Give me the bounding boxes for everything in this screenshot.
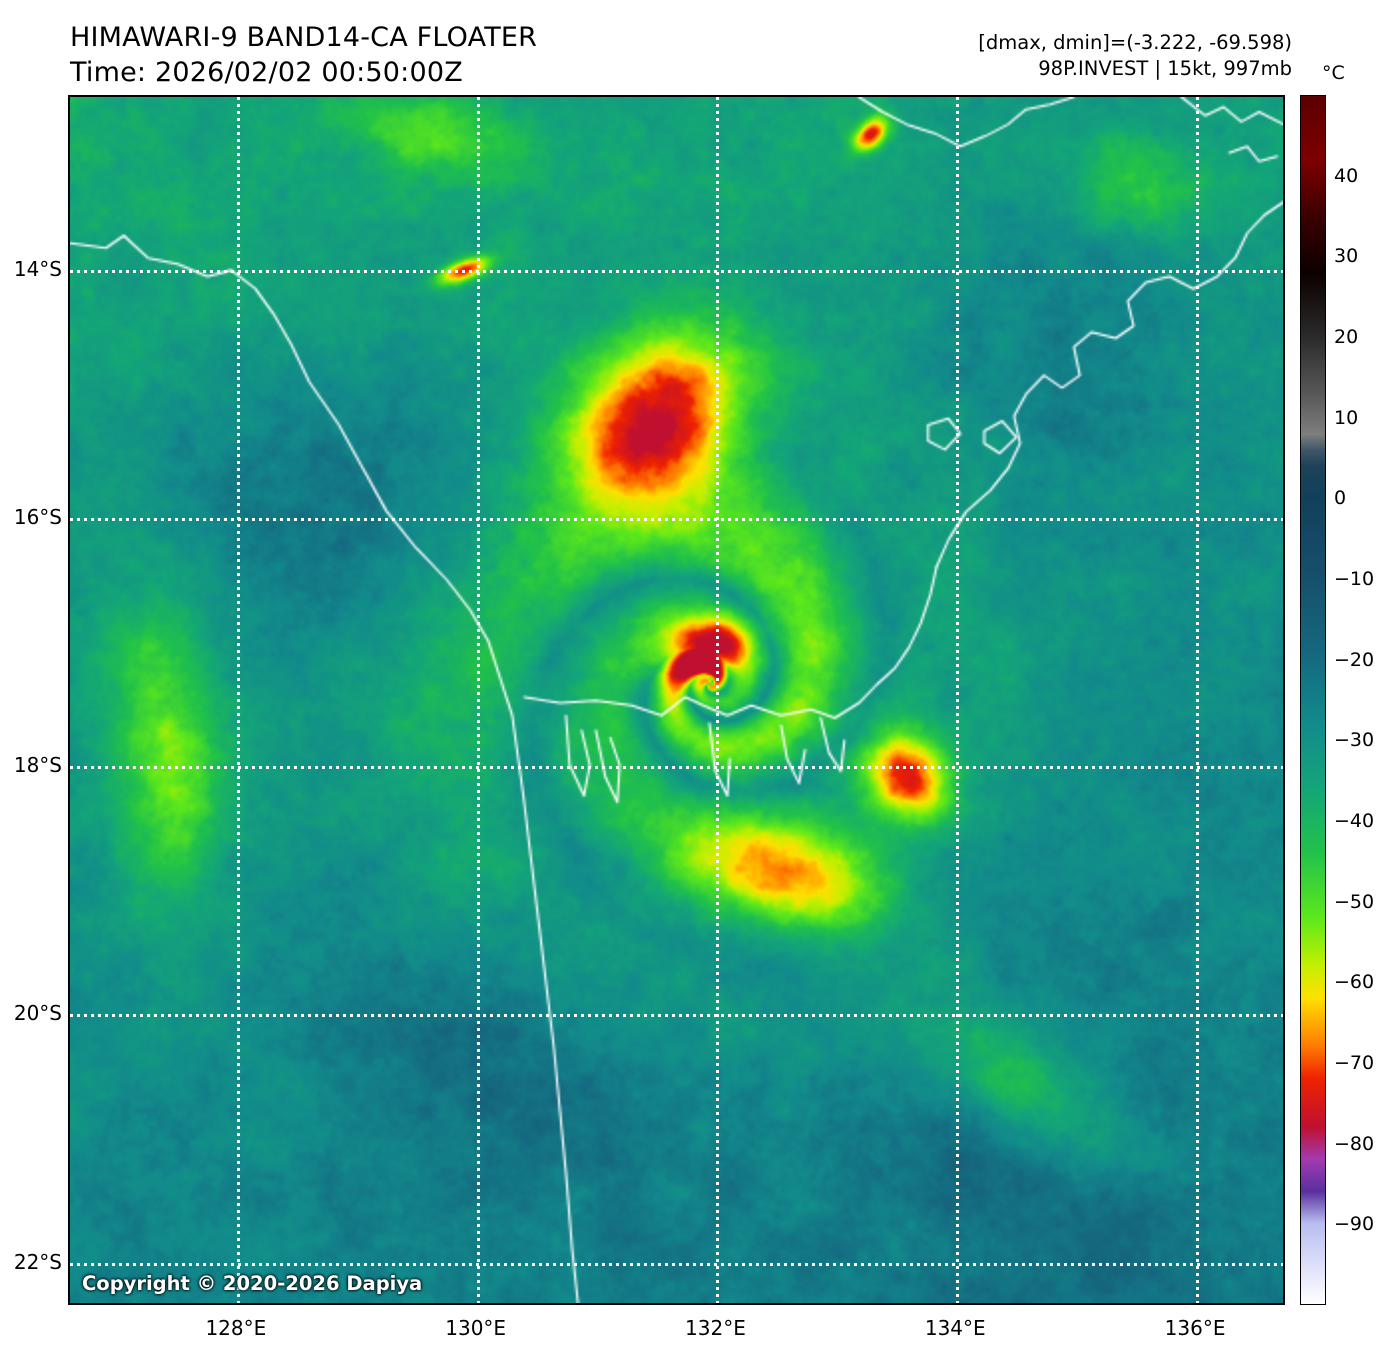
colorbar-tick-label-7: −30 [1334,729,1375,752]
copyright-label: Copyright © 2020-2026 Dapiya [82,1272,423,1295]
storm-info-label: 98P.INVEST | 15kt, 997mb [1038,56,1292,80]
colorbar-tick-label-8: −40 [1334,810,1375,832]
colorbar-tick-label-6: −20 [1334,648,1375,671]
timestamp-label: Time: 2026/02/02 00:50:00Z [70,57,463,89]
latitude-tick-label-3: 20°S [13,1001,62,1026]
colorbar-tick-label-0: 40 [1334,164,1359,187]
colorbar-tick-label-3: 10 [1334,406,1359,429]
latitude-tick-label-4: 22°S [13,1249,62,1274]
colorbar-unit-label: °C [1322,62,1345,84]
temperature-colorbar[interactable] [1300,95,1326,1305]
page-title: HIMAWARI-9 BAND14-CA FLOATER [70,22,538,53]
colorbar-gradient [1301,96,1325,1304]
colorbar-tick-label-10: −60 [1334,971,1375,994]
colorbar-tick-label-11: −70 [1334,1052,1375,1074]
colorbar-tick-label-12: −80 [1334,1132,1375,1155]
satellite-imagery-canvas [70,97,1283,1303]
latitude-tick-label-2: 18°S [13,753,62,778]
title-block: HIMAWARI-9 BAND14-CA FLOATER Time: 2026/… [70,20,537,90]
latitude-tick-label-0: 14°S [13,256,62,281]
metadata-block: [dmax, dmin]=(-3.222, -69.598) 98P.INVES… [978,30,1292,81]
longitude-tick-label-2: 132°E [685,1316,746,1340]
longitude-tick-label-0: 128°E [205,1316,267,1340]
colorbar-tick-label-4: 0 [1334,487,1347,510]
longitude-tick-label-3: 134°E [924,1316,986,1340]
colorbar-tick-label-9: −50 [1334,890,1375,913]
colorbar-tick-label-1: 30 [1334,245,1359,268]
latitude-tick-label-1: 16°S [13,504,62,529]
colorbar-tick-label-2: 20 [1334,326,1359,348]
longitude-tick-label-4: 136°E [1164,1316,1226,1340]
dmax-dmin-label: [dmax, dmin]=(-3.222, -69.598) [978,31,1292,54]
colorbar-tick-label-5: −10 [1334,568,1375,590]
longitude-tick-label-1: 130°E [445,1316,507,1340]
satellite-image-plot[interactable]: Copyright © 2020-2026 Dapiya [68,95,1285,1305]
colorbar-tick-label-13: −90 [1334,1213,1375,1236]
